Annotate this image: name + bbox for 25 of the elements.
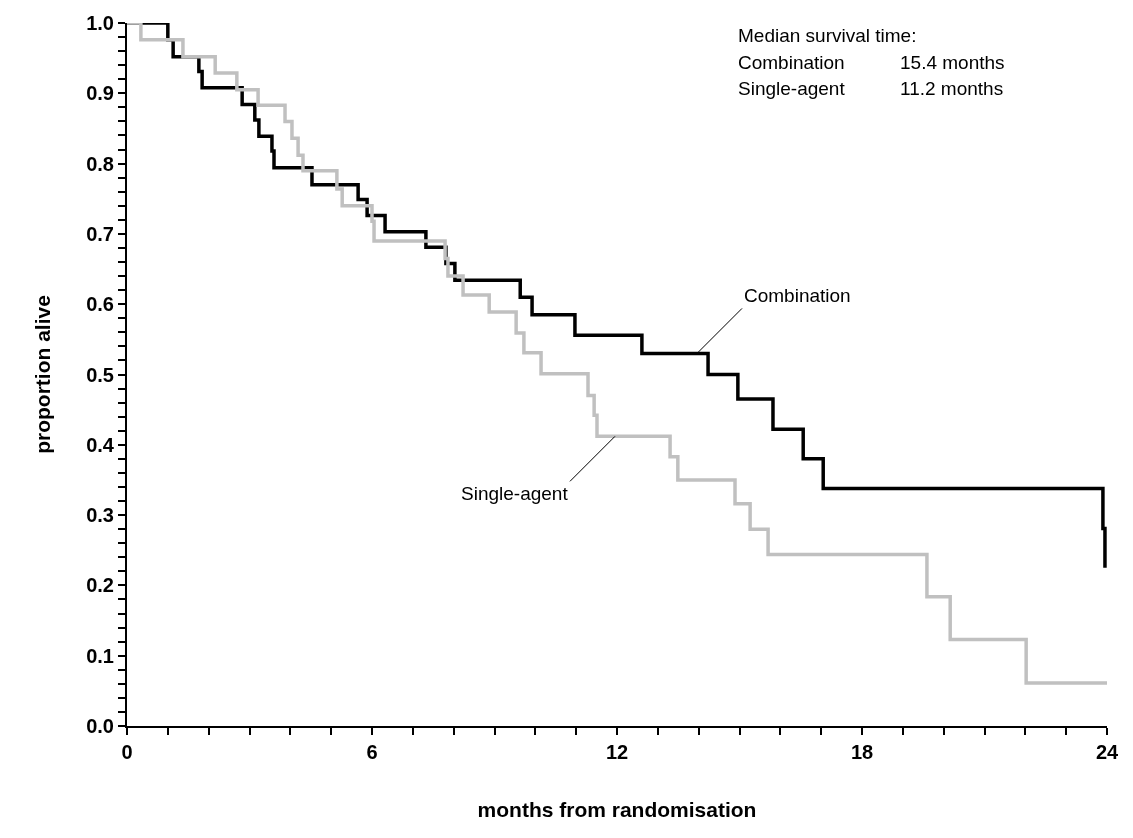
x-tick-label: 6	[366, 741, 378, 763]
y-tick-label: 0.9	[86, 82, 114, 105]
annotation: Single-agent	[738, 78, 846, 99]
x-tick-label: 0	[121, 741, 133, 763]
y-tick-label: 0.1	[86, 644, 114, 667]
y-tick-label: 1.0	[86, 12, 114, 34]
annotation: Combination	[744, 285, 851, 306]
x-tick-label: 12	[605, 741, 629, 763]
y-tick-label: 0.3	[86, 504, 114, 527]
y-tick-label: 0.0	[86, 715, 114, 737]
y-tick-label: 0.2	[86, 574, 114, 597]
annotation: Median survival time:	[738, 25, 917, 46]
x-axis-title: months from randomisation	[477, 797, 757, 821]
y-tick-label: 0.8	[86, 152, 114, 175]
annotation: Single-agent	[461, 483, 569, 504]
y-tick-label: 0.6	[86, 293, 114, 316]
y-tick-label: 0.7	[86, 222, 114, 245]
y-tick-label: 0.4	[86, 433, 115, 456]
x-tick-label: 24	[1095, 741, 1119, 763]
annotation: 11.2 months	[900, 78, 1004, 99]
annotation: 15.4 months	[900, 52, 1005, 73]
x-tick-label: 18	[850, 741, 874, 763]
y-axis-title: proportion alive	[30, 295, 54, 454]
y-tick-label: 0.5	[86, 363, 114, 386]
annotation: Combination	[738, 52, 845, 73]
